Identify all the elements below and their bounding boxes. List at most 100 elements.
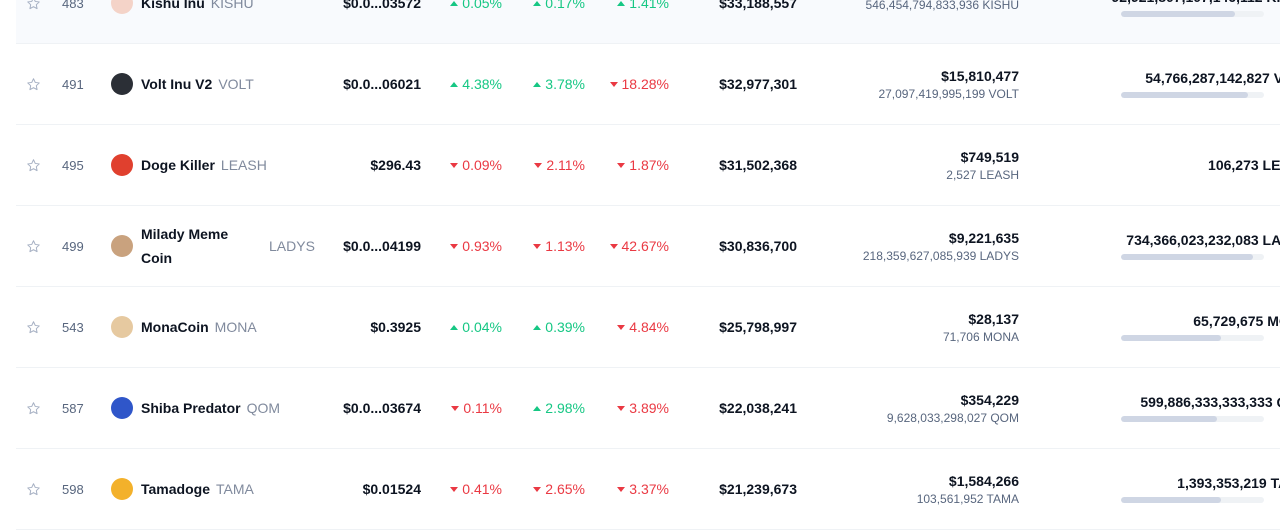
coin-name-cell[interactable]: Milady Meme Coin LADYS bbox=[111, 206, 321, 286]
tama-icon bbox=[111, 478, 133, 500]
watchlist-star-button[interactable] bbox=[24, 0, 42, 43]
coin-name-cell[interactable]: Kishu Inu KISHU bbox=[111, 0, 321, 43]
supply-progress-bar bbox=[1121, 497, 1264, 503]
coin-name[interactable]: Shiba Predator bbox=[141, 400, 241, 416]
supply-amount: 106,273 LEASH bbox=[1208, 157, 1280, 173]
caret-up-icon bbox=[450, 82, 458, 87]
coin-name[interactable]: MonaCoin bbox=[141, 319, 209, 335]
coin-symbol: LEASH bbox=[221, 157, 267, 173]
change-7d-value: 3.37% bbox=[629, 481, 669, 497]
change-1h-value: 0.93% bbox=[462, 238, 502, 254]
coin-name-cell[interactable]: Tamadoge TAMA bbox=[111, 449, 321, 529]
watchlist-star-button[interactable] bbox=[24, 449, 42, 529]
table-row[interactable]: 495 Doge Killer LEASH $296.43 0.09% 2.11… bbox=[16, 125, 1280, 206]
change-1h-value: 0.05% bbox=[462, 0, 502, 11]
coin-name[interactable]: Volt Inu V2 bbox=[141, 76, 212, 92]
supply-progress-fill bbox=[1121, 254, 1253, 260]
volume-coins: 218,359,627,085,939 LADYS bbox=[863, 249, 1019, 263]
volume-24h: $9,221,635 218,359,627,085,939 LADYS bbox=[863, 206, 1019, 286]
coin-name[interactable]: Milady Meme Coin bbox=[141, 222, 251, 270]
table-row[interactable]: 587 Shiba Predator QOM $0.0...03674 0.11… bbox=[16, 368, 1280, 449]
star-icon bbox=[26, 401, 41, 416]
volume-24h: $749,519 2,527 LEASH bbox=[946, 125, 1019, 205]
volume-coins: 2,527 LEASH bbox=[946, 168, 1019, 182]
circulating-supply: 92,921,807,107,146,112 KISHU bbox=[1066, 0, 1280, 43]
star-icon bbox=[26, 158, 41, 173]
volume-coins: 27,097,419,995,199 VOLT bbox=[878, 87, 1019, 101]
change-1h: 4.38% bbox=[450, 44, 502, 124]
caret-up-icon bbox=[450, 1, 458, 6]
qom-icon bbox=[111, 397, 133, 419]
change-1h: 0.04% bbox=[450, 287, 502, 367]
table-row[interactable]: 598 Tamadoge TAMA $0.01524 0.41% 2.65% 3… bbox=[16, 449, 1280, 530]
coin-symbol: TAMA bbox=[216, 481, 254, 497]
change-24h-value: 3.78% bbox=[545, 76, 585, 92]
rank: 483 bbox=[62, 0, 102, 43]
volume-usd[interactable]: $749,519 bbox=[961, 149, 1019, 165]
caret-up-icon bbox=[533, 406, 541, 411]
table-row[interactable]: 543 MonaCoin MONA $0.3925 0.04% 0.39% 4.… bbox=[16, 287, 1280, 368]
volume-usd[interactable]: $28,137 bbox=[968, 311, 1019, 327]
caret-down-icon bbox=[450, 244, 458, 249]
supply-amount: 54,766,287,142,827 VOLT bbox=[1145, 70, 1280, 86]
coin-name[interactable]: Kishu Inu bbox=[141, 0, 205, 11]
volume-coins: 546,454,794,833,936 KISHU bbox=[866, 0, 1019, 12]
caret-down-icon bbox=[534, 163, 542, 168]
table-row[interactable]: 499 Milady Meme Coin LADYS $0.0...04199 … bbox=[16, 206, 1280, 287]
volume-24h: 546,454,794,833,936 KISHU bbox=[866, 0, 1019, 43]
circulating-supply: 106,273 LEASH bbox=[1066, 125, 1280, 205]
rank: 543 bbox=[62, 287, 102, 367]
change-7d-value: 42.67% bbox=[622, 238, 669, 254]
volume-usd[interactable]: $9,221,635 bbox=[949, 230, 1019, 246]
rank: 499 bbox=[62, 206, 102, 286]
change-7d-value: 1.41% bbox=[629, 0, 669, 11]
table-row[interactable]: 491 Volt Inu V2 VOLT $0.0...06021 4.38% … bbox=[16, 44, 1280, 125]
volume-24h: $28,137 71,706 MONA bbox=[943, 287, 1019, 367]
volume-coins: 103,561,952 TAMA bbox=[917, 492, 1019, 506]
volume-usd[interactable]: $354,229 bbox=[961, 392, 1019, 408]
watchlist-star-button[interactable] bbox=[24, 368, 42, 448]
caret-down-icon bbox=[617, 406, 625, 411]
caret-up-icon bbox=[533, 82, 541, 87]
caret-up-icon bbox=[533, 325, 541, 330]
milady-icon bbox=[111, 235, 133, 257]
supply-amount: 92,921,807,107,146,112 KISHU bbox=[1112, 0, 1280, 5]
leash-icon bbox=[111, 154, 133, 176]
coin-name-cell[interactable]: Doge Killer LEASH bbox=[111, 125, 321, 205]
coin-name-cell[interactable]: Shiba Predator QOM bbox=[111, 368, 321, 448]
market-cap: $25,798,997 bbox=[719, 287, 797, 367]
mona-icon bbox=[111, 316, 133, 338]
star-icon bbox=[26, 239, 41, 254]
watchlist-star-button[interactable] bbox=[24, 44, 42, 124]
market-cap: $33,188,557 bbox=[719, 0, 797, 43]
supply-progress-fill bbox=[1121, 11, 1235, 17]
market-cap: $31,502,368 bbox=[719, 125, 797, 205]
star-icon bbox=[26, 77, 41, 92]
change-24h-value: 2.98% bbox=[545, 400, 585, 416]
supply-progress-bar bbox=[1121, 254, 1264, 260]
change-24h: 0.17% bbox=[533, 0, 585, 43]
rank: 495 bbox=[62, 125, 102, 205]
watchlist-star-button[interactable] bbox=[24, 206, 42, 286]
change-24h: 2.65% bbox=[533, 449, 585, 529]
circulating-supply: 734,366,023,232,083 LADYS bbox=[1066, 206, 1280, 286]
price: $296.43 bbox=[370, 125, 421, 205]
watchlist-star-button[interactable] bbox=[24, 287, 42, 367]
market-cap: $32,977,301 bbox=[719, 44, 797, 124]
volume-24h: $354,229 9,628,033,298,027 QOM bbox=[887, 368, 1019, 448]
table-row[interactable]: 483 Kishu Inu KISHU $0.0...03572 0.05% 0… bbox=[16, 0, 1280, 44]
volume-usd[interactable]: $1,584,266 bbox=[949, 473, 1019, 489]
rank: 587 bbox=[62, 368, 102, 448]
coin-name-cell[interactable]: Volt Inu V2 VOLT bbox=[111, 44, 321, 124]
change-24h: 2.11% bbox=[534, 125, 585, 205]
change-1h-value: 0.11% bbox=[463, 400, 502, 416]
coin-name-cell[interactable]: MonaCoin MONA bbox=[111, 287, 321, 367]
star-icon bbox=[26, 320, 41, 335]
coin-name[interactable]: Doge Killer bbox=[141, 157, 215, 173]
supply-progress-bar bbox=[1121, 416, 1264, 422]
change-24h-value: 0.39% bbox=[545, 319, 585, 335]
volume-usd[interactable]: $15,810,477 bbox=[941, 68, 1019, 84]
watchlist-star-button[interactable] bbox=[24, 125, 42, 205]
coin-name[interactable]: Tamadoge bbox=[141, 481, 210, 497]
change-1h: 0.09% bbox=[450, 125, 502, 205]
